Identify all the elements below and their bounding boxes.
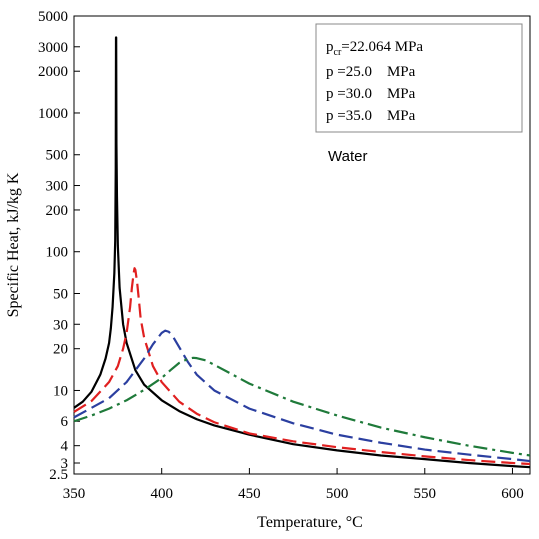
legend-entry-1: p =25.0 MPa	[326, 64, 416, 80]
y-tick-label: 5000	[38, 9, 68, 25]
y-tick-label: 10	[53, 383, 68, 399]
y-tick-label: 20	[53, 342, 68, 358]
y-tick-label: 50	[53, 286, 68, 302]
series-line-3	[73, 356, 531, 457]
x-tick-label: 550	[414, 486, 437, 502]
y-tick-label: 2000	[38, 64, 68, 80]
annotation-water: Water	[328, 148, 367, 165]
y-tick-label: 6	[61, 414, 69, 430]
y-tick-label: 100	[46, 245, 69, 261]
legend-entry-0: pcr=22.064 MPa	[326, 39, 423, 58]
y-tick-label: 3	[61, 456, 69, 472]
x-axis-title: Temperature, °C	[257, 514, 363, 531]
series-group	[73, 36, 531, 469]
y-tick-label: 3000	[38, 40, 68, 56]
y-tick-label: 4	[61, 439, 69, 455]
x-tick-label: 350	[63, 486, 86, 502]
series-line-1	[73, 267, 531, 466]
x-tick-label: 400	[150, 486, 173, 502]
x-axis-ticks: 350 400 450 500 550 600	[63, 468, 524, 502]
y-tick-label: 1000	[38, 106, 68, 122]
y-axis-ticks: 2.534 6 10 20 30 50 100 200 300 500 1000 2000 3000 50…	[38, 9, 80, 483]
y-tick-label: 2.5	[49, 467, 68, 483]
x-tick-label: 500	[326, 486, 349, 502]
x-tick-label: 450	[238, 486, 261, 502]
y-tick-label: 500	[46, 148, 69, 164]
series-line-2	[73, 329, 531, 463]
y-tick-label: 30	[53, 317, 68, 333]
legend: pcr=22.064 MPa p =25.0 MPa p =30.0 MPa p…	[315, 23, 523, 133]
y-tick-label: 300	[46, 179, 69, 195]
legend-entry-2: p =30.0 MPa	[326, 86, 416, 102]
y-tick-label: 200	[46, 203, 69, 219]
y-axis-title: Specific Heat, kJ/kg K	[5, 172, 22, 317]
x-tick-label: 600	[501, 486, 524, 502]
series-line-0	[73, 36, 531, 469]
legend-box	[315, 23, 523, 133]
legend-entry-3: p =35.0 MPa	[326, 108, 416, 124]
